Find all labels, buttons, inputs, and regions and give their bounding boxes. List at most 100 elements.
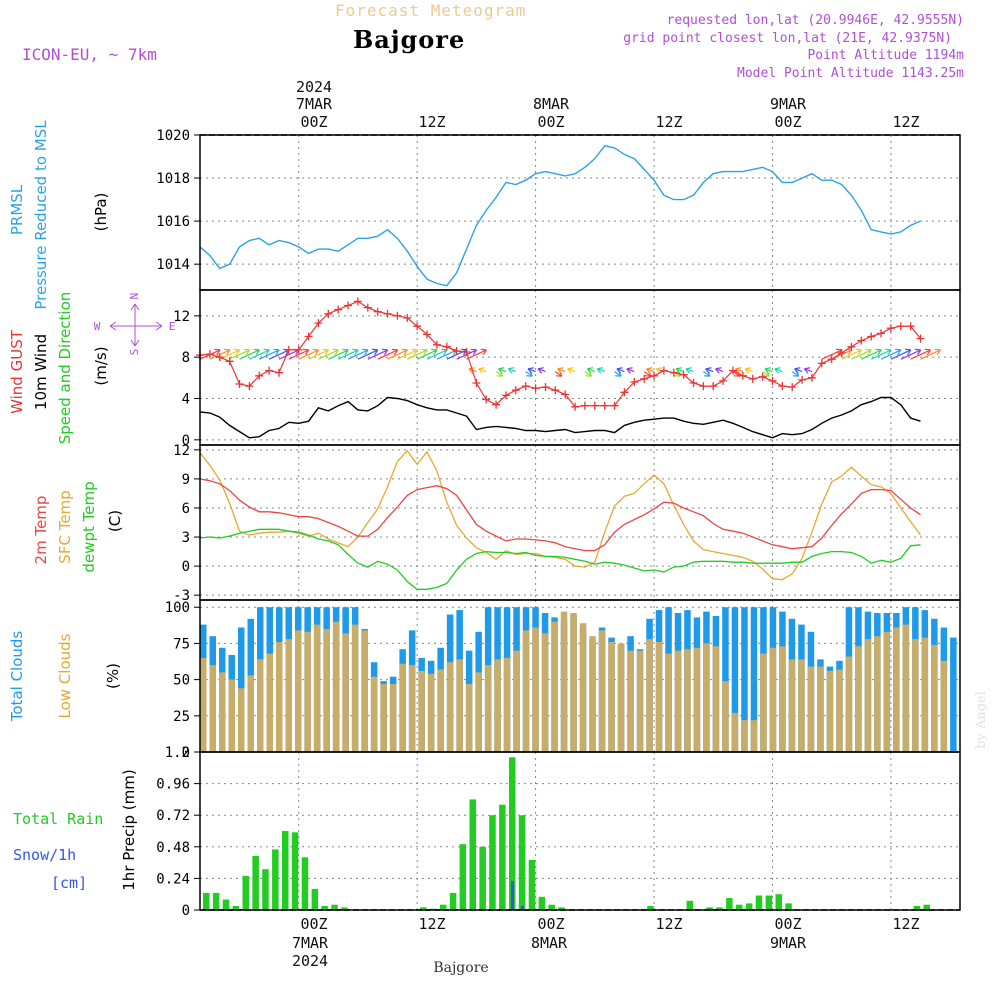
y-tick-label: 0 bbox=[182, 903, 190, 919]
rain-bar bbox=[716, 907, 723, 910]
wind-arrow-shaft bbox=[715, 368, 724, 373]
wind-arrow-shaft bbox=[675, 368, 684, 373]
wind-direction-arrow bbox=[734, 367, 744, 374]
wind-gust-marker bbox=[255, 371, 264, 380]
wind-direction-arrow bbox=[880, 348, 902, 360]
low-cloud-bar bbox=[779, 646, 786, 752]
low-cloud-bar bbox=[541, 633, 549, 752]
wind-10m-label: 10m Wind bbox=[32, 334, 50, 410]
low-cloud-bar bbox=[446, 662, 454, 752]
wind-gust-marker bbox=[492, 400, 501, 409]
low-cloud-bar bbox=[722, 681, 729, 752]
low-cloud-bar bbox=[817, 666, 824, 752]
wind-arrow-head bbox=[626, 367, 633, 374]
wind-gust-marker bbox=[215, 353, 224, 362]
wind-arrow-shaft bbox=[337, 349, 359, 360]
low-cloud-bar bbox=[636, 650, 644, 752]
wind-arrow-head bbox=[685, 367, 692, 374]
low-cloud-bar bbox=[921, 637, 929, 752]
low-cloud-bar bbox=[655, 642, 663, 752]
wind-arrow-head bbox=[914, 348, 922, 356]
wind-gust-marker bbox=[432, 340, 441, 349]
wind-direction-arrow bbox=[466, 348, 487, 360]
low-cloud-bar bbox=[342, 633, 349, 752]
top-date-3: 9MAR bbox=[770, 95, 807, 113]
wind-gust-marker bbox=[284, 345, 293, 354]
wind-arrow-shaft bbox=[794, 368, 803, 373]
rain-bar bbox=[499, 804, 506, 910]
wind-direction-arrow bbox=[626, 367, 635, 374]
y-tick-label: 1016 bbox=[156, 214, 190, 230]
wind-gust-marker bbox=[353, 297, 362, 306]
wind-arrow-shaft bbox=[466, 349, 487, 360]
low-cloud-bar bbox=[219, 672, 226, 752]
total-cloud-bar bbox=[722, 607, 729, 752]
wind-arrow-shaft bbox=[851, 349, 872, 360]
y-tick-label: 1018 bbox=[156, 171, 190, 187]
y-tick-label: 0 bbox=[182, 559, 190, 575]
wind-arrow-shaft bbox=[762, 371, 770, 377]
rain-bar bbox=[736, 904, 743, 910]
rain-bar bbox=[558, 907, 565, 910]
wind-direction-arrow bbox=[890, 348, 912, 360]
wind-gust-marker bbox=[531, 384, 540, 393]
wind-gust-marker bbox=[837, 349, 846, 357]
wind-arrow-shaft bbox=[527, 368, 536, 373]
low-cloud-bar bbox=[665, 653, 672, 752]
wind-arrow-head bbox=[537, 367, 544, 374]
wind-gust-marker bbox=[334, 305, 343, 314]
low-cloud-bar bbox=[570, 613, 577, 752]
compass-n: N bbox=[128, 293, 141, 300]
rain-bar bbox=[459, 844, 467, 910]
wind-gust-marker bbox=[235, 380, 244, 388]
wind-arrow-shaft bbox=[495, 371, 503, 377]
clouds-low-label: Low Clouds bbox=[56, 633, 74, 718]
low-cloud-bar bbox=[912, 639, 919, 752]
wind-direction-arrow bbox=[920, 348, 941, 360]
low-cloud-bar bbox=[408, 665, 416, 752]
wind-direction-arrow bbox=[337, 348, 359, 360]
y-tick-label: 100 bbox=[165, 600, 190, 616]
wind-direction-arrow bbox=[318, 348, 339, 360]
low-cloud-bar bbox=[276, 642, 283, 752]
low-cloud-bar bbox=[788, 659, 796, 752]
wind-gust-marker bbox=[768, 376, 777, 385]
wind-arrow-head bbox=[885, 348, 892, 356]
low-cloud-bar bbox=[931, 644, 938, 752]
low-cloud-bar bbox=[247, 675, 254, 752]
wind-direction-arrow bbox=[527, 367, 536, 374]
wind-gust-marker bbox=[600, 401, 609, 410]
low-cloud-bar bbox=[257, 659, 264, 752]
wind-gust-marker bbox=[867, 332, 876, 341]
wind-arrow-head bbox=[233, 348, 241, 356]
wind-arrow-head bbox=[263, 348, 270, 356]
wind-arrow-shaft bbox=[478, 368, 487, 373]
wind-gust-marker bbox=[521, 382, 530, 391]
wind-arrow-shaft bbox=[377, 349, 398, 360]
wind-direction-arrow bbox=[397, 348, 418, 360]
wind-arrow-shaft bbox=[703, 371, 711, 377]
wind-direction-arrow bbox=[507, 367, 517, 374]
y-tick-label: 1.2 bbox=[165, 745, 190, 761]
rain-bar bbox=[755, 895, 763, 910]
wind-direction-arrow bbox=[229, 348, 251, 360]
wind-arrow-shaft bbox=[596, 368, 605, 373]
wind-arrow-head bbox=[616, 367, 623, 374]
clouds-total-label: Total Clouds bbox=[8, 631, 26, 723]
rain-bar bbox=[765, 895, 773, 910]
wind-arrow-shaft bbox=[900, 349, 921, 360]
low-cloud-bar bbox=[304, 631, 311, 752]
wind-arrow-shaft bbox=[584, 371, 592, 377]
wind-direction-arrow bbox=[308, 348, 330, 360]
low-cloud-bar bbox=[389, 684, 397, 752]
wind-arrow-head bbox=[362, 348, 369, 356]
wind-arrow-shaft bbox=[258, 349, 280, 360]
wind-arrow-shaft bbox=[308, 349, 329, 360]
rain-bar bbox=[518, 815, 526, 910]
wind-arrow-shaft bbox=[268, 349, 290, 360]
wind-gust-label: Wind GUST bbox=[8, 329, 26, 414]
wind-arrow-shaft bbox=[407, 349, 428, 360]
wind-gust-marker bbox=[620, 388, 629, 397]
wind-arrow-head bbox=[352, 348, 359, 356]
low-cloud-bar bbox=[902, 624, 910, 752]
